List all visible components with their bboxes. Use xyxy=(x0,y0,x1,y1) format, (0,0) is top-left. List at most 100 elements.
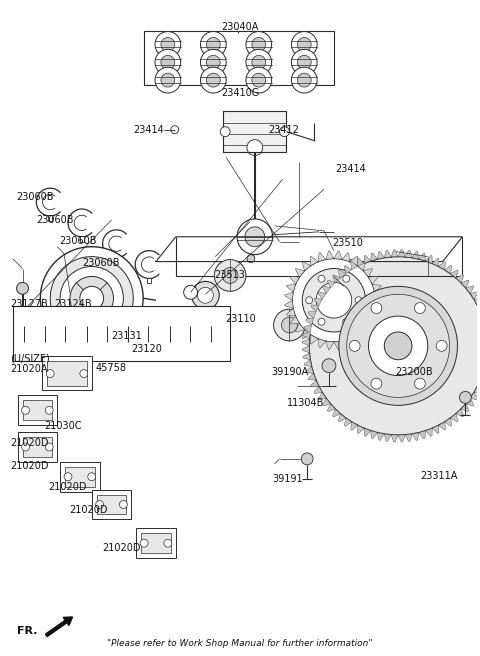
Polygon shape xyxy=(304,325,312,332)
Text: 23414: 23414 xyxy=(133,125,164,134)
Polygon shape xyxy=(334,251,342,259)
Polygon shape xyxy=(290,276,300,284)
Polygon shape xyxy=(311,380,319,387)
Polygon shape xyxy=(310,256,318,266)
Circle shape xyxy=(333,260,364,291)
Polygon shape xyxy=(372,308,381,316)
Circle shape xyxy=(171,126,179,134)
Polygon shape xyxy=(474,386,480,394)
Polygon shape xyxy=(466,286,474,293)
Polygon shape xyxy=(350,256,358,266)
Polygon shape xyxy=(323,398,331,406)
Circle shape xyxy=(297,37,311,51)
Circle shape xyxy=(246,67,272,93)
Circle shape xyxy=(46,369,54,378)
Bar xyxy=(92,489,131,520)
Polygon shape xyxy=(450,414,458,422)
Polygon shape xyxy=(342,338,350,348)
Text: "Please refer to Work Shop Manual for further information": "Please refer to Work Shop Manual for fu… xyxy=(107,639,373,648)
Polygon shape xyxy=(398,250,405,257)
Bar xyxy=(144,31,334,85)
Polygon shape xyxy=(306,318,313,325)
Bar xyxy=(47,361,87,386)
Polygon shape xyxy=(318,292,326,299)
Polygon shape xyxy=(304,359,312,367)
Circle shape xyxy=(214,260,246,291)
Polygon shape xyxy=(371,431,377,439)
Polygon shape xyxy=(384,434,391,441)
Circle shape xyxy=(161,37,175,51)
Polygon shape xyxy=(295,268,304,277)
Circle shape xyxy=(246,31,272,57)
Bar xyxy=(18,432,57,462)
Bar xyxy=(141,533,171,553)
Polygon shape xyxy=(374,300,383,308)
Circle shape xyxy=(45,406,53,414)
Circle shape xyxy=(247,140,263,155)
Text: 23412: 23412 xyxy=(268,125,300,134)
Polygon shape xyxy=(327,404,335,412)
Polygon shape xyxy=(474,298,480,305)
Bar xyxy=(48,215,52,221)
Circle shape xyxy=(302,268,366,332)
Polygon shape xyxy=(302,330,311,339)
Text: 23513: 23513 xyxy=(214,270,245,280)
Circle shape xyxy=(220,127,230,136)
Circle shape xyxy=(459,392,471,403)
Polygon shape xyxy=(302,262,311,271)
Circle shape xyxy=(246,49,272,75)
Polygon shape xyxy=(419,431,426,439)
Polygon shape xyxy=(461,280,469,288)
Text: 45758: 45758 xyxy=(96,363,126,373)
Circle shape xyxy=(197,287,213,303)
Circle shape xyxy=(201,31,226,57)
Circle shape xyxy=(252,55,266,70)
Polygon shape xyxy=(351,262,358,270)
Circle shape xyxy=(371,302,382,314)
Circle shape xyxy=(292,258,375,342)
Polygon shape xyxy=(363,323,372,332)
Polygon shape xyxy=(357,330,366,339)
Circle shape xyxy=(343,276,350,282)
Bar xyxy=(114,257,119,262)
Polygon shape xyxy=(450,270,458,278)
Polygon shape xyxy=(310,335,318,344)
Text: 23311A: 23311A xyxy=(420,471,457,482)
Circle shape xyxy=(384,332,412,359)
Polygon shape xyxy=(338,270,346,278)
Polygon shape xyxy=(391,250,398,257)
Circle shape xyxy=(161,55,175,70)
Polygon shape xyxy=(405,250,412,258)
Circle shape xyxy=(192,281,219,309)
Text: 23510: 23510 xyxy=(333,237,363,248)
Polygon shape xyxy=(398,435,405,442)
Polygon shape xyxy=(302,339,310,346)
Polygon shape xyxy=(439,422,445,430)
Polygon shape xyxy=(350,335,358,344)
Polygon shape xyxy=(344,266,352,274)
Circle shape xyxy=(318,318,325,325)
Polygon shape xyxy=(308,373,316,380)
Circle shape xyxy=(96,501,104,508)
Circle shape xyxy=(436,340,447,352)
Circle shape xyxy=(80,287,104,310)
Polygon shape xyxy=(302,346,310,353)
Polygon shape xyxy=(285,300,293,308)
Polygon shape xyxy=(357,425,364,434)
Bar xyxy=(80,236,84,241)
Polygon shape xyxy=(363,268,372,277)
Bar xyxy=(60,462,100,491)
Circle shape xyxy=(252,37,266,51)
Circle shape xyxy=(201,49,226,75)
Polygon shape xyxy=(344,418,352,426)
Circle shape xyxy=(45,443,53,451)
Circle shape xyxy=(201,67,226,93)
Polygon shape xyxy=(439,262,445,270)
Polygon shape xyxy=(444,418,452,426)
Bar xyxy=(18,396,57,425)
Text: 23410G: 23410G xyxy=(221,87,259,98)
Text: 23124B: 23124B xyxy=(54,299,92,309)
Circle shape xyxy=(22,443,29,451)
Polygon shape xyxy=(377,251,384,259)
Polygon shape xyxy=(426,428,432,436)
